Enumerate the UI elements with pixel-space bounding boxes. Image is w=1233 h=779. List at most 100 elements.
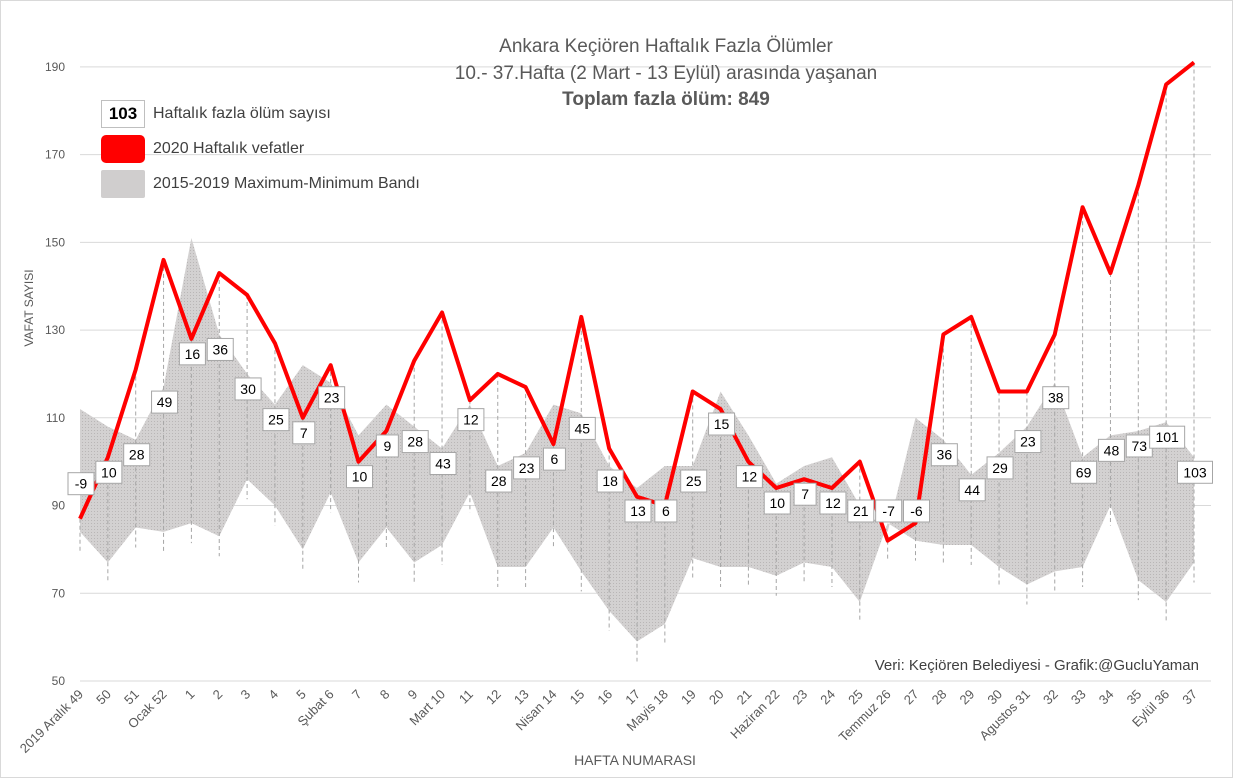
legend-label-band: 2015-2019 Maximum-Minimum Bandı [153,175,420,192]
data-label: 23 [318,386,346,410]
x-tick-label: 37 [1179,687,1200,708]
x-tick-label: 15 [567,687,588,708]
data-label: 38 [1042,386,1070,410]
data-label-box [624,499,652,523]
y-tick-labels: 50 70 90 110 130 150 170 190 [45,60,65,688]
data-label-text: 23 [1020,434,1036,450]
data-label-box [1070,460,1098,484]
data-label: 36 [930,443,958,467]
x-tick-label: 35 [1124,687,1145,708]
x-tick-label: 32 [1040,687,1061,708]
data-label: 12 [819,491,847,515]
data-label-text: 38 [1048,390,1064,406]
data-label-text: 23 [324,390,340,406]
data-label-text: 25 [268,412,284,428]
x-tick-label: 19 [678,687,699,708]
data-label-text: 30 [240,381,256,397]
data-label-text: 15 [714,416,730,432]
data-label-text: -6 [910,503,923,519]
data-label-box [375,434,399,458]
data-label-box [542,447,566,471]
data-label-box [596,469,624,493]
data-label: 28 [485,469,513,493]
data-label-text: 103 [1183,464,1207,480]
chart-subtitle: 10.- 37.Hafta (2 Mart - 13 Eylül) arasın… [454,63,878,84]
data-label-text: 7 [300,425,308,441]
data-label-box [401,430,429,454]
data-label: 10 [346,465,373,489]
data-label-text: 10 [352,469,368,485]
data-label-text: 29 [992,460,1008,476]
x-tick-label: 11 [456,687,476,707]
data-label-box [95,460,123,484]
drop-lines [79,62,1195,662]
y-tick-label: 110 [46,411,65,425]
data-label-box [819,491,847,515]
data-label-box [847,499,875,523]
legend-item-2020: 2020 Haftalık vefatler [101,134,304,164]
data-label-box [1097,438,1125,462]
data-label-text: 16 [185,346,201,362]
legend-band-swatch [101,170,145,198]
data-label-text: 28 [407,434,423,450]
data-label-box [763,491,791,515]
data-label: 23 [513,456,541,480]
data-label-box [986,456,1014,480]
data-label-text: 12 [825,495,841,511]
x-tick-label: 28 [929,687,950,708]
data-label: 103 [1177,460,1213,484]
data-label: 69 [1070,460,1098,484]
data-label-box [318,386,346,410]
data-label: -9 [67,472,95,496]
legend-label-excess: Haftalık fazla ölüm sayısı [153,105,331,122]
source-note: Veri: Keçiören Belediyesi - Grafik:@Gucl… [874,657,1199,674]
x-tick-label: 12 [483,687,504,708]
data-label-box [234,377,262,401]
data-label-text: 9 [383,438,391,454]
data-label-text: -9 [75,476,88,492]
data-label-text: -7 [882,503,895,519]
data-label-box [793,482,817,506]
data-label-text: 18 [602,473,618,489]
data-label: 18 [596,469,624,493]
x-tick-label: 3 [237,687,253,703]
data-label-text: 12 [463,412,479,428]
x-tick-label: 13 [511,687,532,708]
data-label-box [735,465,763,489]
x-tick-label: 27 [901,687,922,708]
data-label-text: 28 [129,447,145,463]
data-label-text: 101 [1155,429,1179,445]
data-label: 6 [654,499,678,523]
x-tick-label: 25 [845,687,866,708]
data-label: 12 [457,408,485,432]
data-label-box [151,390,179,414]
x-tick-label: 1 [182,687,198,703]
x-tick-label: 34 [1096,687,1117,708]
x-tick-label: 51 [121,687,142,708]
x-tick-label: 21 [734,687,755,708]
data-label-box [1177,460,1213,484]
data-label-box [67,472,95,496]
data-label: 43 [429,452,457,476]
x-tick-label: 2019 Aralık 49 [17,687,86,756]
x-tick-label: 30 [984,687,1005,708]
x-tick-label: 2 [210,687,226,703]
data-label-box [346,465,373,489]
data-label-box [429,452,457,476]
data-label: 25 [262,408,290,432]
data-label: 10 [763,491,791,515]
legend-label-2020: 2020 Haftalık vefatler [153,140,305,157]
y-tick-label: 150 [45,235,65,249]
data-label-box [1149,425,1186,449]
data-label: 12 [735,465,763,489]
x-tick-label: 7 [349,687,365,703]
data-label-text: 48 [1104,442,1120,458]
data-label-text: 6 [551,451,559,467]
legend-item-excess: 103 Haftalık fazla ölüm sayısı [101,99,331,129]
data-label-text: 44 [964,482,980,498]
y-tick-label: 190 [45,60,65,74]
data-label: 45 [568,416,596,440]
data-label: 28 [401,430,429,454]
y-tick-label: 50 [52,674,66,688]
